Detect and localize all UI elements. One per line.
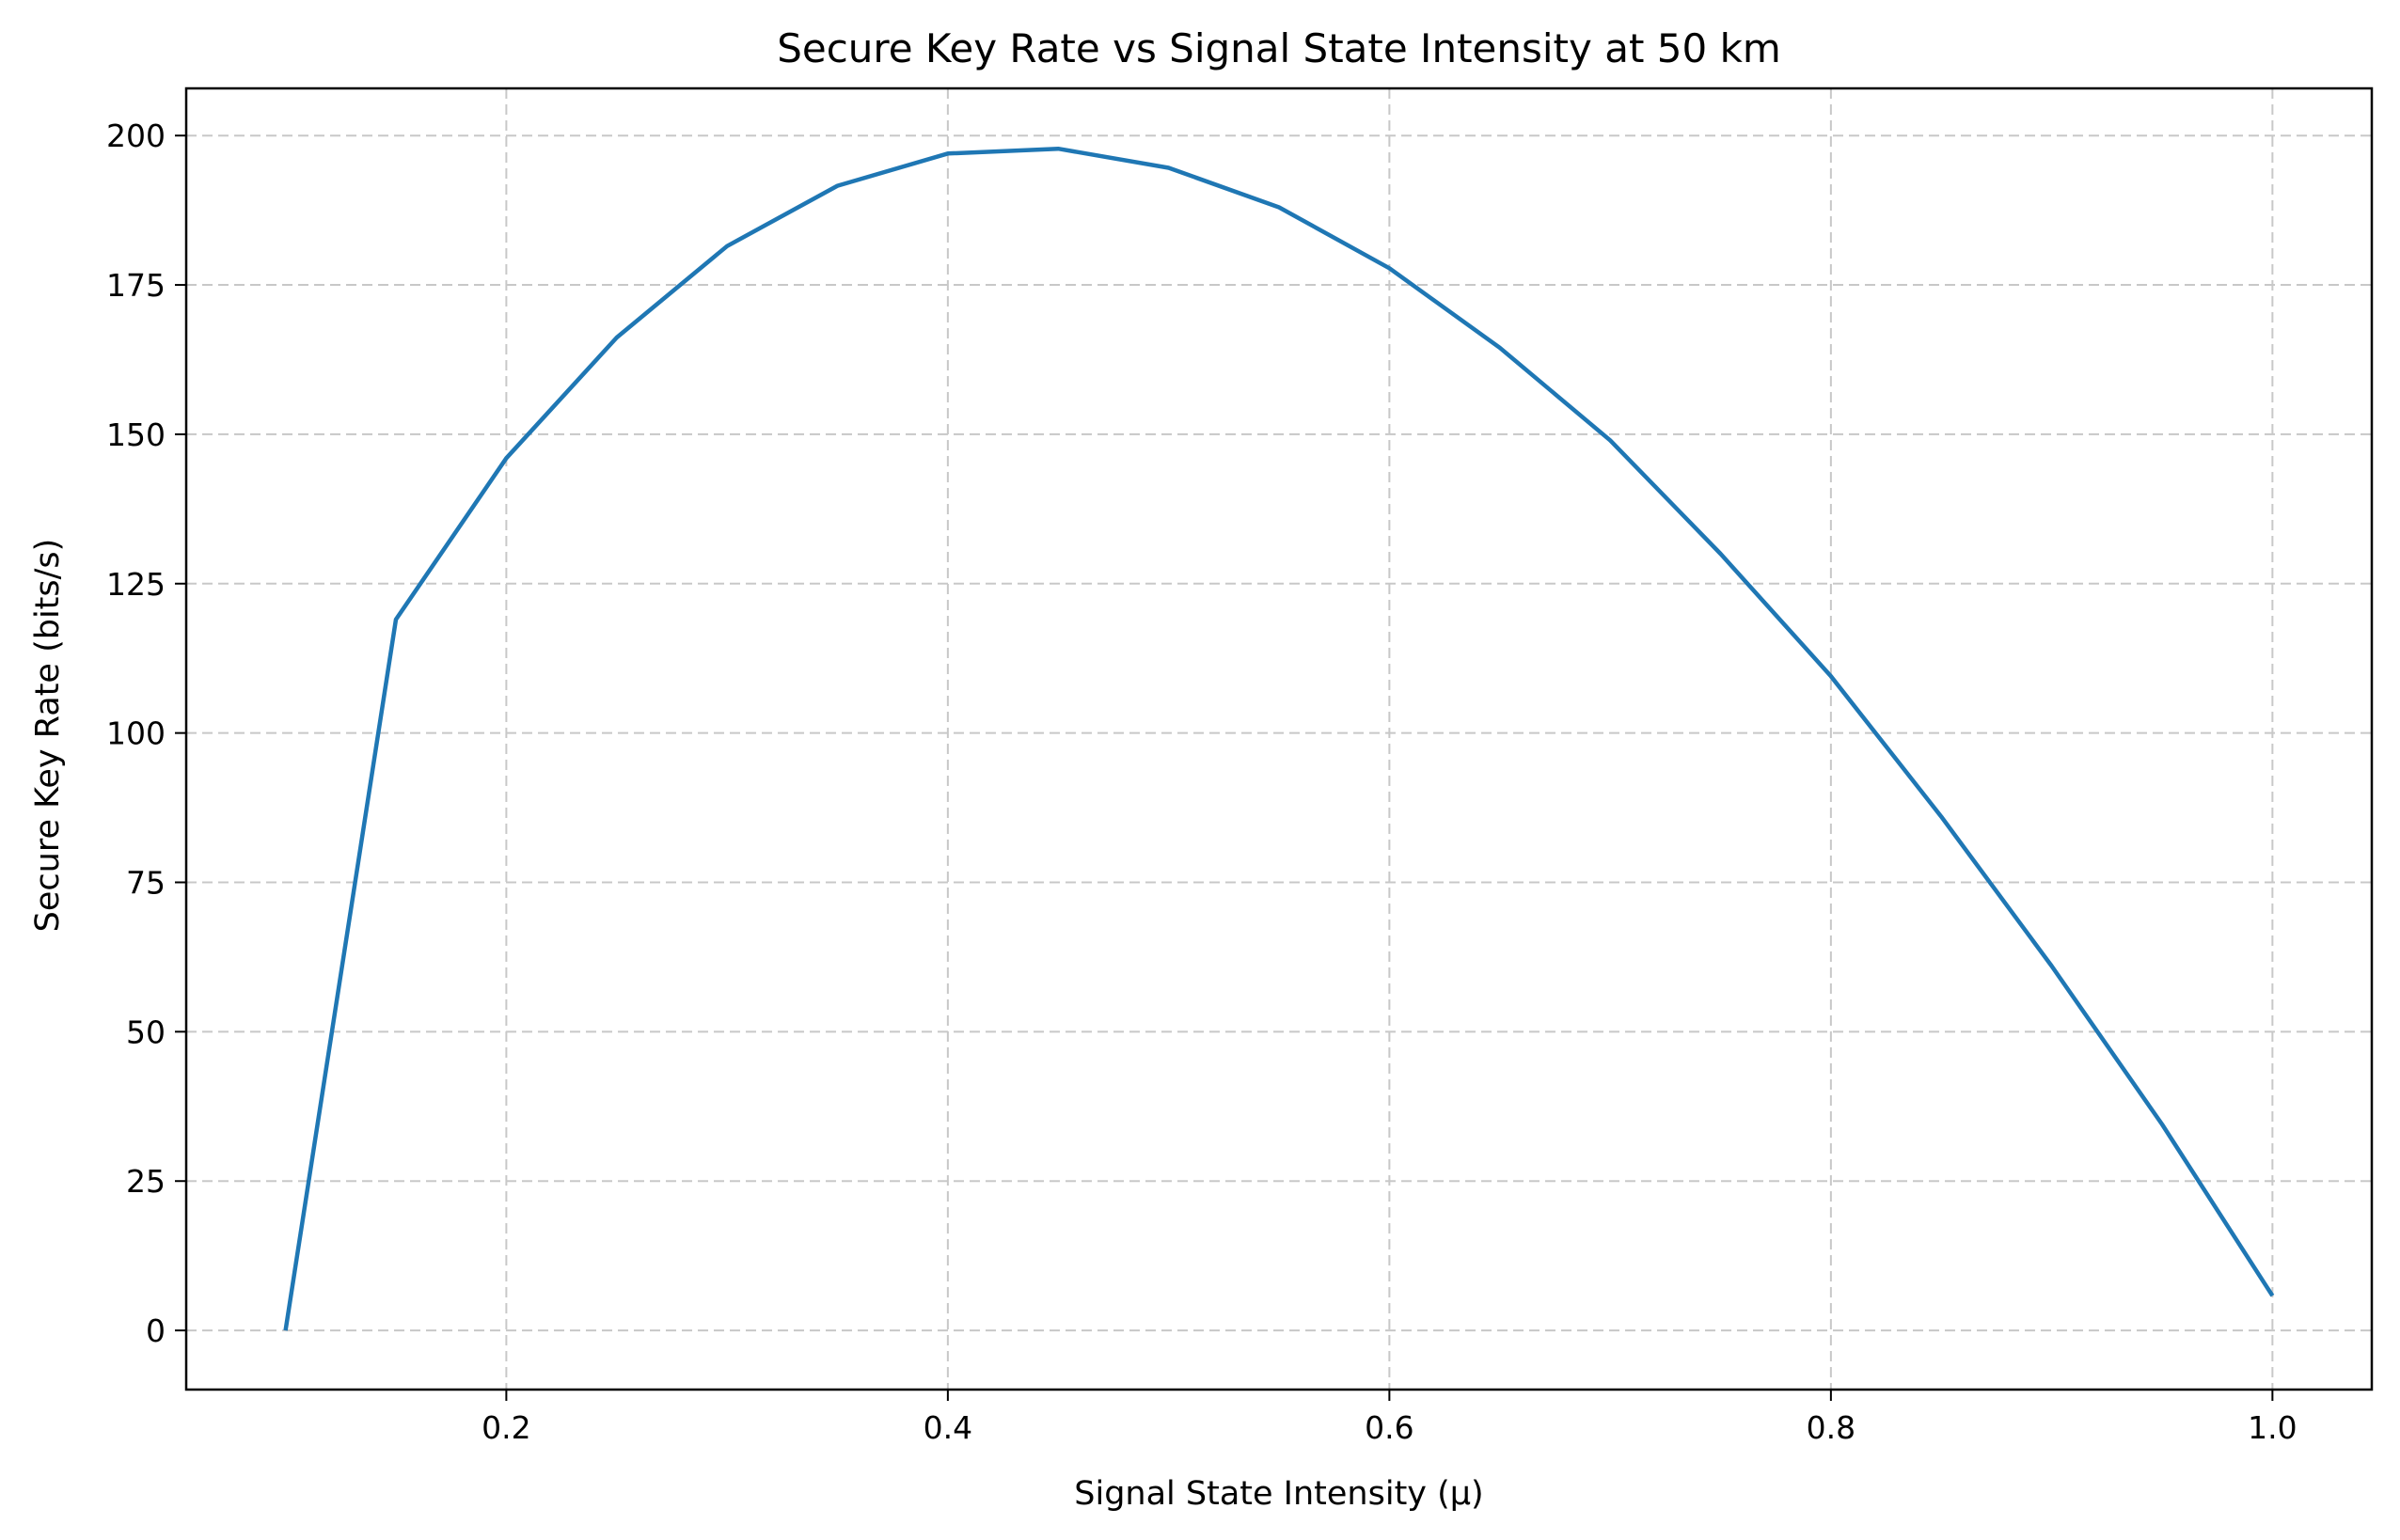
y-tick-label: 200 [106, 118, 166, 154]
y-tick-label: 25 [126, 1163, 166, 1200]
y-tick-label: 0 [146, 1312, 166, 1349]
x-tick-label: 0.4 [924, 1409, 972, 1446]
y-axis-label: Secure Key Rate (bits/s) [29, 539, 67, 933]
y-tick-label: 75 [126, 865, 166, 902]
plot-series [283, 146, 2275, 1331]
plot-frame [184, 86, 2374, 1391]
y-tick-label: 150 [106, 416, 166, 453]
grid [186, 88, 2372, 1390]
y-axis-ticks: 0 25 50 75 100 125 150 175 200 [106, 118, 186, 1349]
x-axis-ticks: 0.2 0.4 0.6 0.8 1.0 [482, 1390, 2297, 1446]
x-tick-label: 1.0 [2248, 1409, 2297, 1446]
y-tick-label: 175 [106, 267, 166, 304]
y-tick-label: 100 [106, 715, 166, 752]
y-tick-label: 125 [106, 566, 166, 603]
x-tick-label: 0.6 [1365, 1409, 1413, 1446]
series-line [283, 146, 2275, 1331]
y-tick-label: 50 [126, 1014, 166, 1050]
x-tick-label: 0.2 [482, 1409, 530, 1446]
x-tick-label: 0.8 [1807, 1409, 1855, 1446]
chart-title: Secure Key Rate vs Signal State Intensit… [777, 25, 1781, 71]
x-axis-label: Signal State Intensity (μ) [1074, 1475, 1483, 1513]
